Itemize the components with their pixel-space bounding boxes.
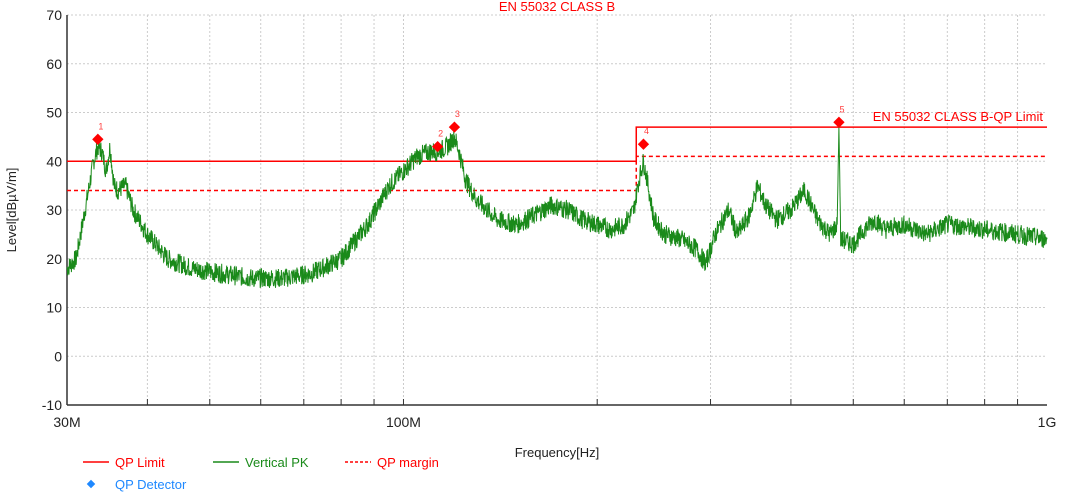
x-tick-label: 30M [53,414,80,430]
y-tick-label: 10 [46,300,62,316]
legend-label: QP margin [377,455,439,470]
y-tick-label: 70 [46,7,62,23]
legend-label: QP Detector [115,477,187,492]
y-tick-label: 50 [46,105,62,121]
x-tick-label: 1G [1038,414,1057,430]
marker-diamond [833,116,845,128]
y-tick-label: 40 [46,153,62,169]
marker-label: 4 [644,126,649,136]
marker-label: 1 [98,121,103,131]
x-tick-label: 100M [386,414,421,430]
y-tick-label: 0 [54,348,62,364]
legend-label: QP Limit [115,455,165,470]
series-qp-margin [67,155,1047,192]
marker-diamond [431,140,444,153]
x-axis-label: Frequency[Hz] [515,445,600,460]
y-tick-label: 60 [46,56,62,72]
y-axis-label: Level[dBµV/m] [4,168,19,253]
y-tick-label: -10 [42,397,62,413]
marker-diamond [92,133,104,145]
chart-title: EN 55032 CLASS B [499,0,615,14]
marker-diamond [637,138,650,150]
limit-label: EN 55032 CLASS B-QP Limit [873,109,1044,124]
y-tick-label: 30 [46,202,62,218]
marker-label: 5 [839,104,844,114]
marker-label: 3 [455,109,460,119]
y-tick-label: 20 [46,251,62,267]
marker-label: 2 [438,129,443,139]
legend-marker-icon [86,479,96,489]
legend-label: Vertical PK [245,455,309,470]
series-qp-limit [67,126,1047,162]
series-vertical-pk [66,127,1048,288]
marker-diamond [448,121,461,133]
